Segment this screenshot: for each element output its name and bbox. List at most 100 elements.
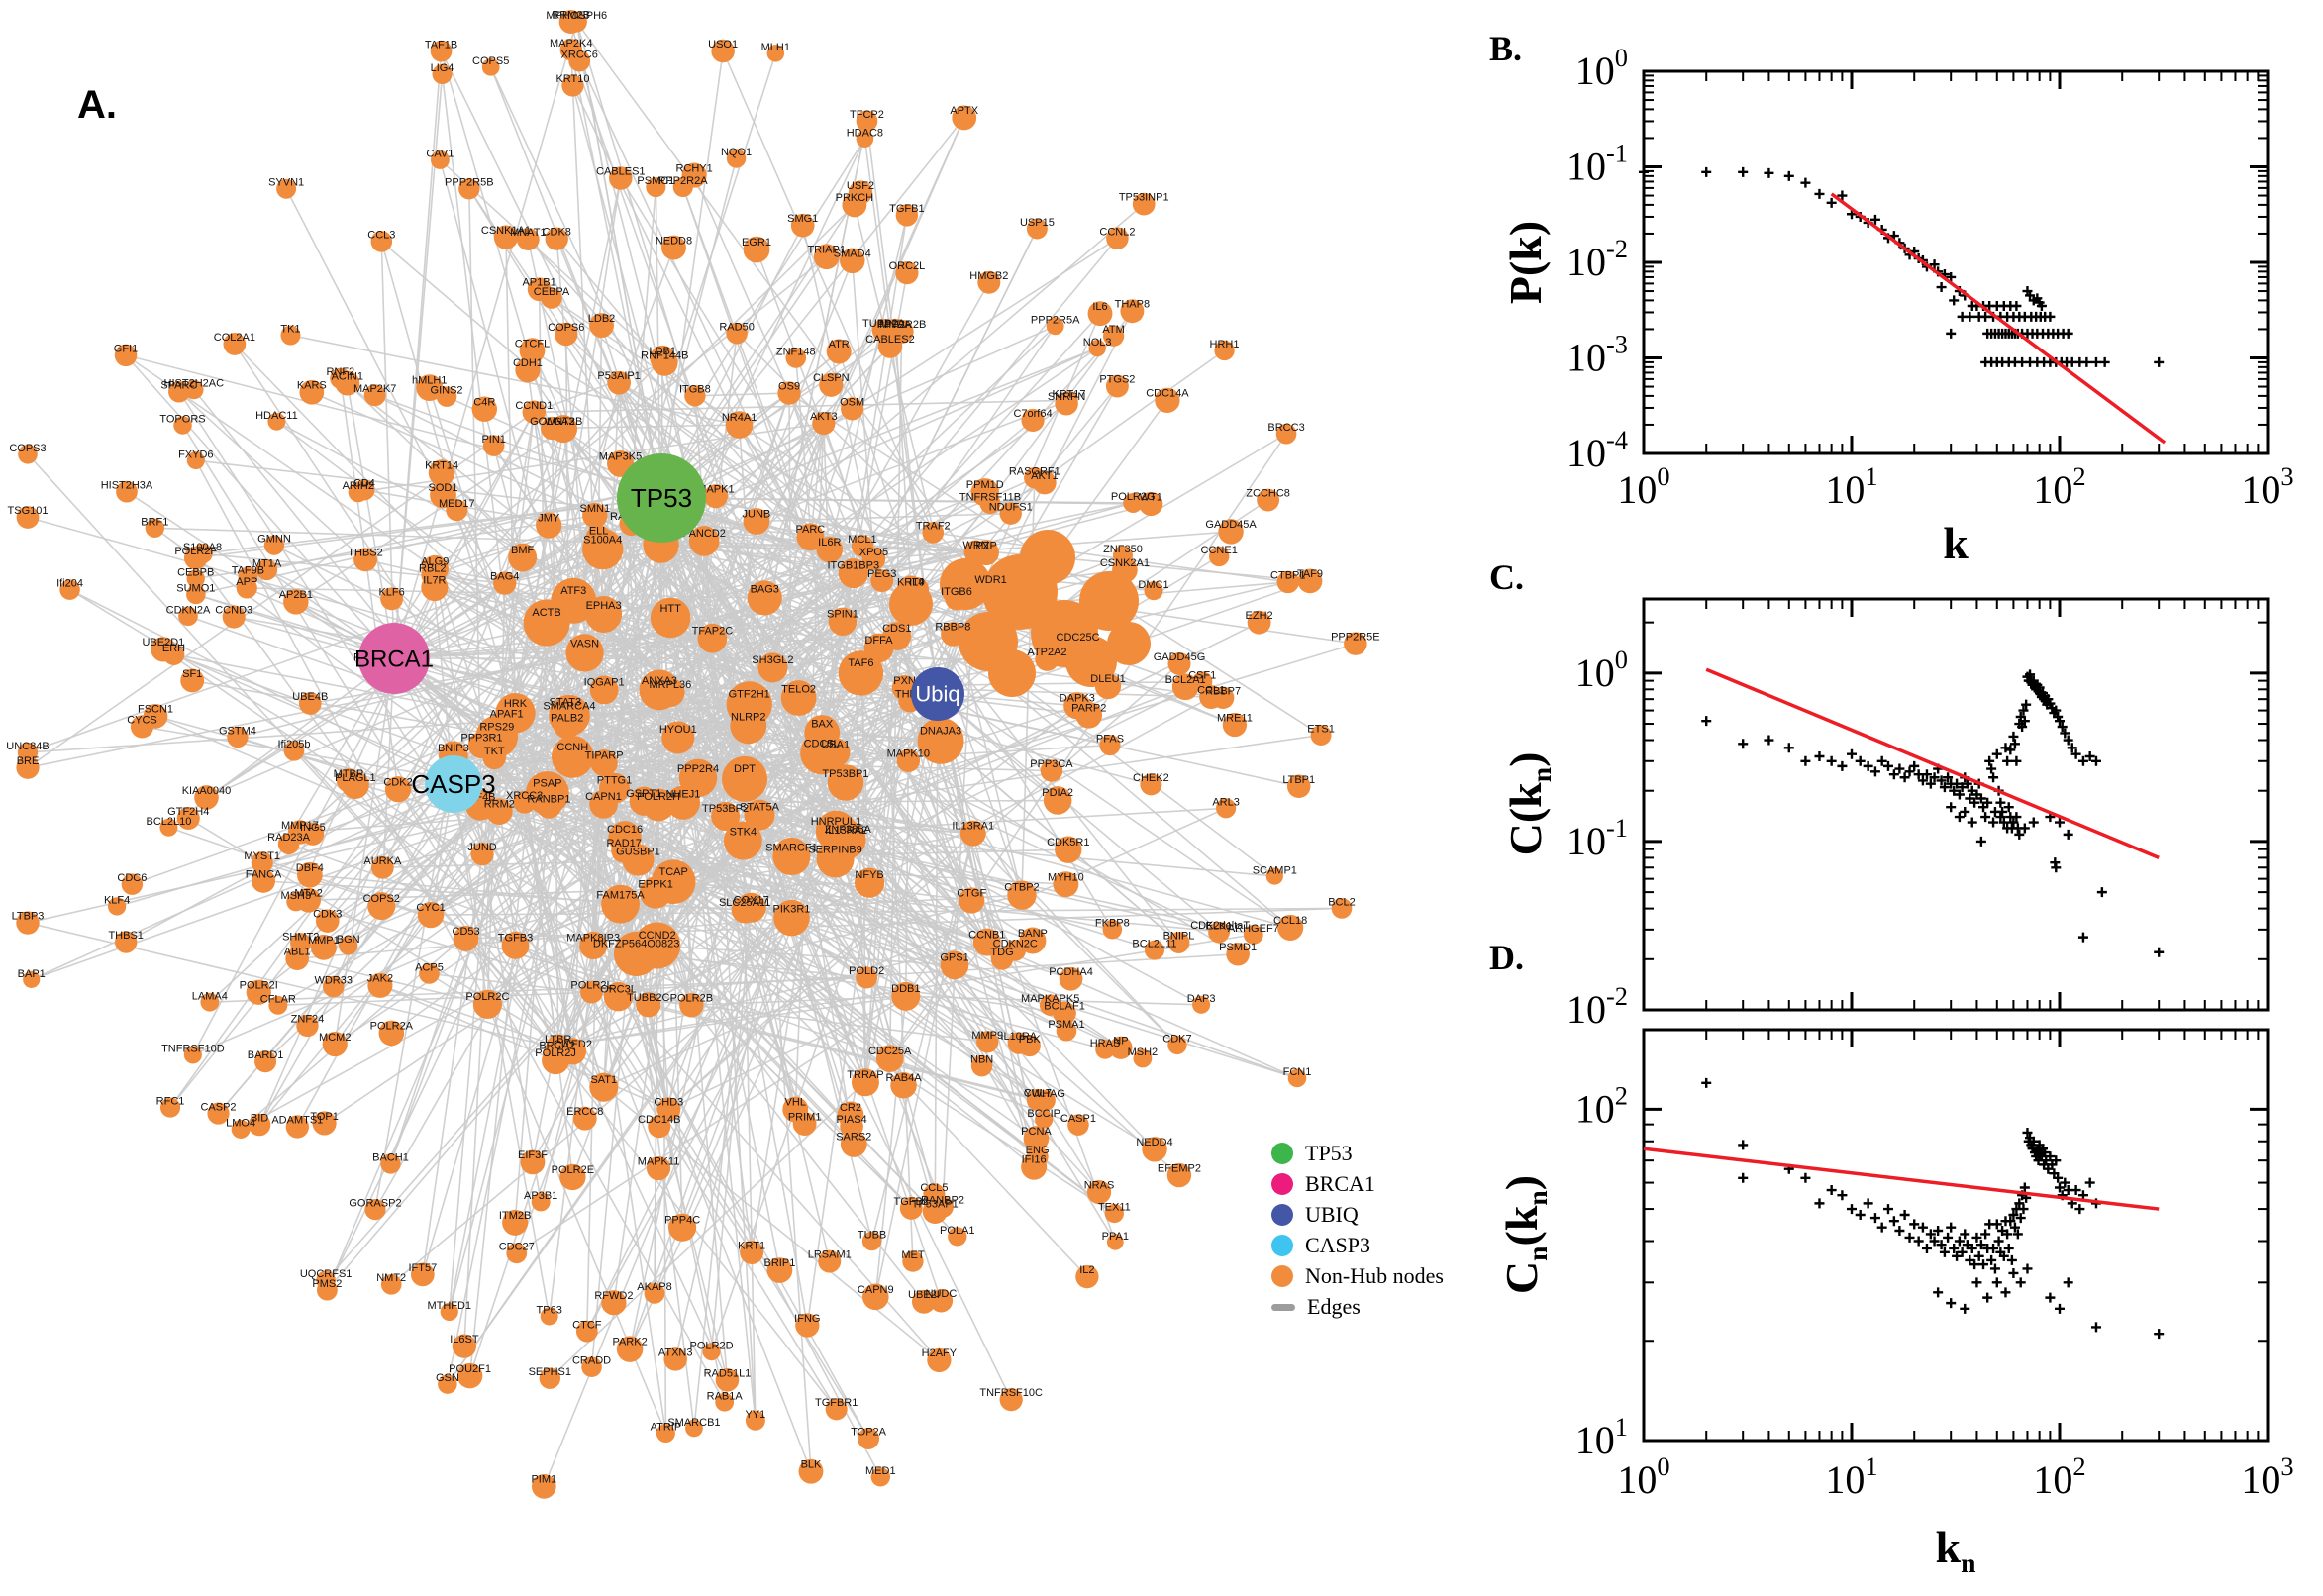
gene-label: EZH2 xyxy=(1246,610,1273,622)
gene-node xyxy=(151,637,176,662)
gene-label: EFEMP2 xyxy=(1158,1162,1201,1174)
gene-label: HRAS xyxy=(1090,1038,1121,1049)
gene-node xyxy=(252,868,276,893)
gene-label: CAPN1 xyxy=(585,791,622,803)
gene-label: POLR2C xyxy=(465,991,509,1003)
gene-label: TOPORS xyxy=(159,414,205,426)
tick-label: 10-3 xyxy=(1566,330,1628,380)
gene-label: PBK xyxy=(1019,1034,1042,1046)
gene-label: DMC1 xyxy=(1138,579,1168,591)
gene-label: TRIAP1 xyxy=(807,244,846,255)
gene-label: CDK2deltaT xyxy=(1190,920,1250,932)
gene-label: SPARC xyxy=(160,379,197,391)
gene-label: BAG4 xyxy=(490,571,519,583)
gene-node xyxy=(1040,759,1063,782)
gene-label: LDB2 xyxy=(588,313,616,325)
gene-label: RAD17 xyxy=(606,838,641,849)
gene-node xyxy=(813,244,840,270)
gene-label: HRH1 xyxy=(1210,339,1240,350)
gene-label: POLR2B xyxy=(670,993,713,1005)
gene-node xyxy=(565,634,604,672)
gene-label: BACH1 xyxy=(372,1151,409,1163)
gene-label: TUBB2A xyxy=(862,318,905,330)
gene-label: ARIH2 xyxy=(343,480,374,492)
gene-label: BRE xyxy=(17,755,40,767)
fit-line xyxy=(1705,667,2160,860)
gene-label: NHEJ1 xyxy=(665,789,700,801)
gene-node xyxy=(1035,1110,1054,1129)
gene-node xyxy=(1265,867,1283,885)
gene-label: POU2F1 xyxy=(449,1363,491,1375)
gene-label: ACP5 xyxy=(415,961,444,973)
gene-label: SF1 xyxy=(182,668,202,680)
legend-item-casp3: CASP3 xyxy=(1271,1233,1444,1257)
gene-node xyxy=(1287,1068,1307,1088)
gene-node xyxy=(330,367,352,389)
gene-label: PARP2 xyxy=(1071,702,1106,714)
gene-label: EPHA3 xyxy=(586,600,622,612)
gene-node xyxy=(176,807,200,831)
gene-label: MT1A xyxy=(252,557,282,569)
gene-label: RFWD2 xyxy=(594,1290,633,1302)
gene-label: TFCP2 xyxy=(850,109,884,121)
gene-node xyxy=(559,38,582,61)
gene-node xyxy=(1276,570,1300,594)
gene-label: TOP2A xyxy=(851,1427,887,1439)
gene-label: SH3GL2 xyxy=(752,654,793,666)
gene-node xyxy=(1026,1146,1049,1168)
gene-label: BMF xyxy=(511,545,535,556)
gene-label: ARL3 xyxy=(1212,796,1240,808)
gene-label: S100A8 xyxy=(183,542,222,553)
gene-label: NMT2 xyxy=(376,1272,406,1284)
gene-label: APTX xyxy=(950,105,978,117)
gene-node xyxy=(186,584,206,605)
gene-label: FSCN1 xyxy=(138,704,173,716)
gene-label: TDG xyxy=(990,947,1013,958)
gene-label: TAF6 xyxy=(848,657,873,669)
gene-node xyxy=(516,228,540,250)
gene-node xyxy=(1214,340,1235,361)
gene-label: PSMC1 xyxy=(637,175,674,187)
gene-label: ITGB1BP3 xyxy=(828,560,880,572)
gene-label: IFNG xyxy=(794,1313,820,1325)
gene-node xyxy=(248,1113,271,1137)
gene-label: LTBP1 xyxy=(1282,774,1315,786)
gene-label: DBF4 xyxy=(296,862,324,874)
gene-label: NBN xyxy=(970,1053,993,1065)
gene-label: POLR2E xyxy=(552,1164,594,1176)
gene-label: ITGB6 xyxy=(941,586,972,598)
gene-label: CYCS xyxy=(127,714,157,726)
gene-label: DLEU1 xyxy=(1090,673,1125,685)
gene-label: PMS2 xyxy=(312,1278,342,1290)
gene-node xyxy=(973,540,999,566)
gene-label: KIAA0040 xyxy=(182,785,232,797)
gene-label: BRCA2 xyxy=(539,1041,575,1052)
gene-node xyxy=(296,1014,319,1038)
gene-label: PIAS4 xyxy=(836,1114,866,1126)
gene-node xyxy=(656,1097,681,1122)
gene-label: EPPK1 xyxy=(638,879,672,891)
gene-node xyxy=(421,573,449,602)
gene-label: BCL2L10 xyxy=(147,816,192,828)
gene-label: KLF6 xyxy=(378,586,404,598)
gene-label: DAP3 xyxy=(1187,993,1216,1005)
gene-node xyxy=(554,322,578,347)
gene-node xyxy=(1024,466,1046,489)
gene-label: PRKCH xyxy=(836,192,874,204)
gene-label: RRM2 xyxy=(484,799,515,811)
gene-node xyxy=(417,901,445,929)
gene-label: RANBP1 xyxy=(527,793,570,805)
gene-label: RAB1A xyxy=(707,1390,744,1402)
gene-node xyxy=(978,574,1003,599)
gene-label: COPS2 xyxy=(363,893,400,905)
gene-node xyxy=(380,1273,402,1295)
gene-label: PDIA2 xyxy=(1042,787,1073,799)
gene-label: CUL7 xyxy=(1024,1088,1052,1100)
tick-label: 100 xyxy=(1575,645,1628,695)
gene-label: KRT17 xyxy=(1052,389,1085,401)
gene-label: PRIM1 xyxy=(788,1111,822,1123)
gene-node xyxy=(999,1388,1023,1412)
gene-label: ARHGEF7 xyxy=(1228,923,1279,935)
gene-label: LTBP3 xyxy=(12,911,45,923)
gene-node xyxy=(1226,942,1250,966)
